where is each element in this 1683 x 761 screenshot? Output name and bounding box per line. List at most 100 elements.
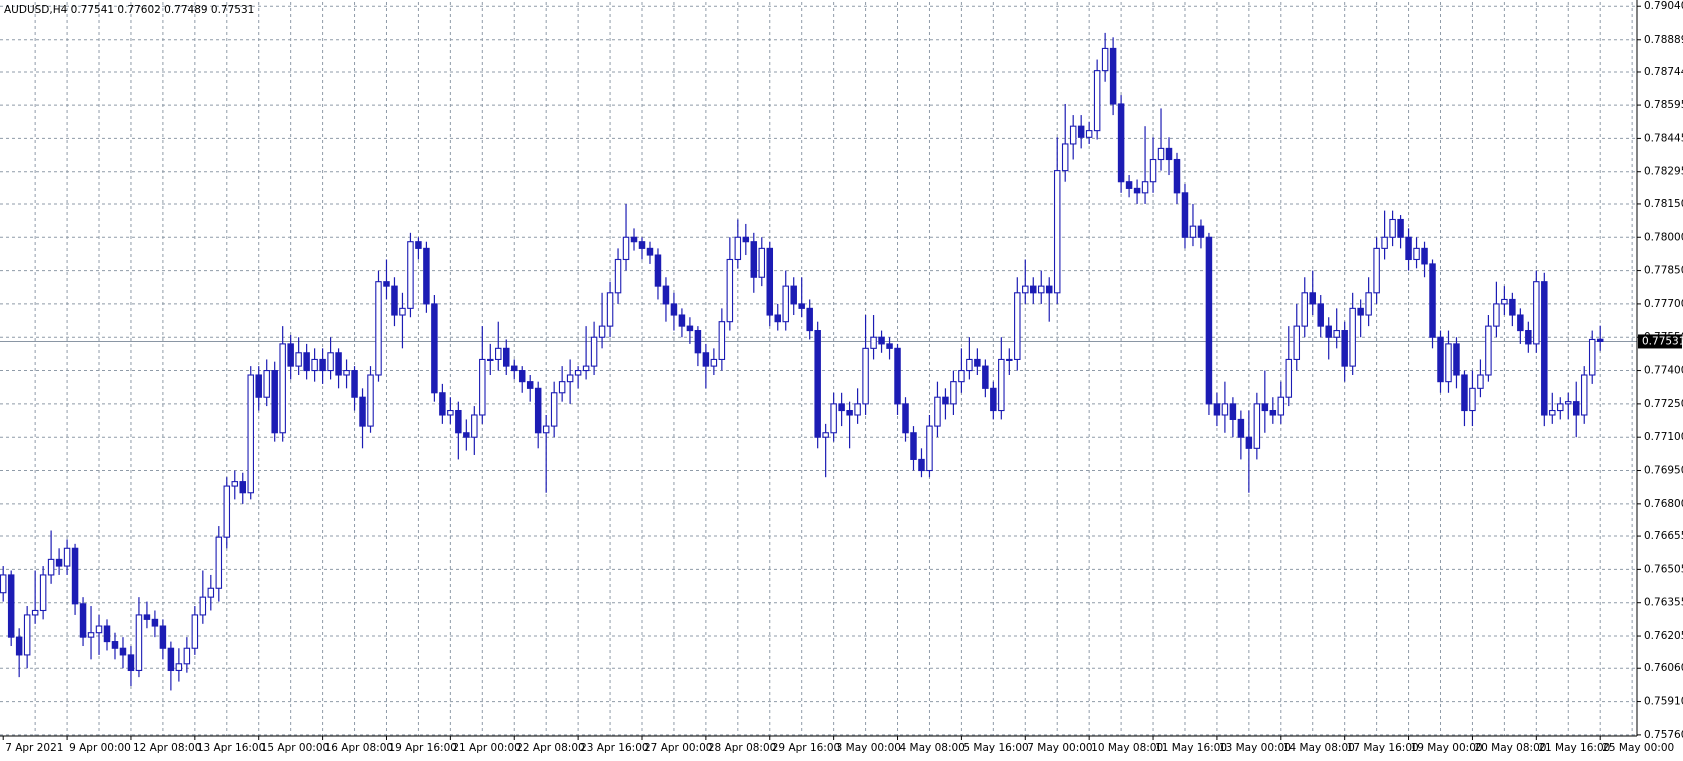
x-tick-label: 4 May 08:00 [900,742,965,754]
candle-body [710,358,718,367]
candle-body [423,247,430,305]
candle-body [990,387,997,412]
candle-body [375,281,382,376]
candle-body [1061,143,1069,172]
candle-body [830,403,837,434]
y-tick-label: 0.76355 [1644,597,1683,609]
candle-body [1596,338,1604,343]
candle-body [942,396,949,405]
candle-body [1181,192,1189,238]
candle-body [1197,225,1205,238]
candle-body [1077,125,1085,138]
candle-body [87,632,95,638]
x-tick-label: 11 May 16:00 [1155,742,1227,754]
candle-body [862,347,869,405]
candle-body [1325,325,1332,338]
candle-body [303,352,310,372]
candle-body [1093,70,1101,132]
x-tick-label: 7 May 00:00 [1027,742,1092,754]
candle-body [886,343,893,349]
candle-body [447,409,454,416]
candle-body [654,254,662,287]
candle-body [1045,285,1053,294]
candle-body [766,247,774,316]
candle-body [15,636,23,656]
candle-body [630,236,638,243]
candle-body [1269,409,1277,416]
candle-body [878,336,885,345]
candle-body [119,647,127,656]
chart-title: AUDUSD,H4 0.77541 0.77602 0.77489 0.7753… [4,4,254,16]
candle-body [1453,343,1460,376]
candle-body [934,396,941,427]
candle-body [1221,403,1229,416]
candle-body [1365,292,1372,316]
candle-body [463,432,470,438]
candle-body [247,374,254,494]
x-tick-label: 10 May 08:00 [1091,742,1163,754]
candle-body [215,536,223,589]
candle-body [1549,409,1556,416]
candle-body [734,236,742,261]
candle-body [662,285,670,305]
candle-body [1085,130,1093,138]
candle-body [838,403,845,412]
candle-body [1557,403,1564,412]
x-tick-label: 23 Apr 16:00 [580,742,648,754]
candle-body [1565,401,1572,405]
x-tick-label: 29 Apr 16:00 [772,742,840,754]
candle-body [646,247,654,256]
candle-body [750,241,758,278]
x-tick-label: 19 Apr 16:00 [388,742,456,754]
candle-body [806,307,813,332]
candle-body [742,236,750,243]
candle-body [1477,374,1484,389]
candle-body [191,614,199,649]
candle-body [1493,303,1500,327]
candle-body [1125,181,1133,189]
candle-body [431,303,438,394]
candle-body [1317,303,1324,327]
candle-body [1213,403,1221,416]
x-tick-label: 7 Apr 2021 [5,742,63,754]
candle-body [1541,281,1548,416]
candle-body [1341,330,1348,367]
candle-body [1133,187,1141,194]
y-tick-label: 0.78889 [1644,34,1683,46]
candles [0,32,1604,691]
candle-body [702,352,710,367]
candle-body [1069,125,1077,145]
candle-body [638,241,646,249]
candle-body [1117,103,1125,183]
candle-body [1101,47,1109,72]
candle-body [279,343,286,434]
candle-body [47,558,55,576]
last-price-label: 0.77531 [1642,335,1683,347]
candle-body [95,625,103,634]
candle-body [335,352,342,376]
candle-body [207,587,215,598]
candle-body [1421,247,1428,265]
candle-body [127,654,135,672]
candle-body [726,258,734,323]
candle-body [1461,374,1468,412]
candle-body [1245,436,1253,449]
candle-body [383,281,390,287]
x-tick-label: 9 Apr 00:00 [69,742,131,754]
candle-body [255,374,262,398]
candle-body [143,614,151,620]
candle-body [1109,47,1117,105]
candle-body [1349,307,1356,367]
candle-body [111,641,119,649]
candle-body [359,396,366,427]
x-tick-label: 19 May 00:00 [1411,742,1483,754]
candle-body [582,365,590,372]
candle-body [1293,325,1301,360]
candle-body [1501,298,1508,305]
x-tick-label: 3 May 00:00 [836,742,901,754]
candle-body [271,370,278,434]
